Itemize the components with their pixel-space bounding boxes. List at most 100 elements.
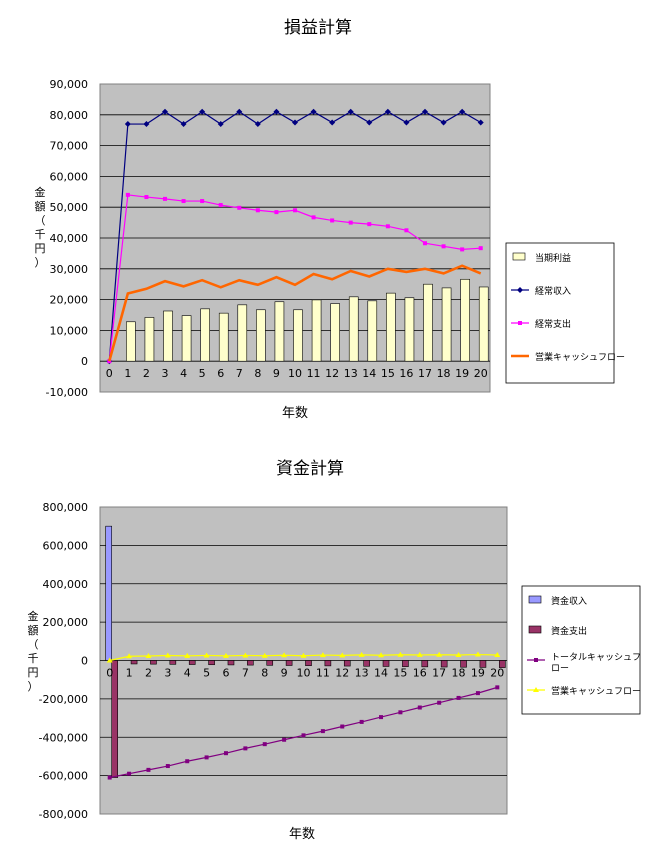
bar-当期利益-6	[218, 312, 229, 362]
point-経常支出-15	[385, 224, 390, 229]
legend-swatch	[528, 595, 542, 604]
x-tick-label: 0	[106, 667, 113, 680]
bar-資金支出-5	[208, 660, 215, 666]
bar-資金支出-15	[402, 660, 409, 667]
bar-資金支出-1	[130, 660, 138, 665]
bar-資金支出-13	[363, 660, 370, 667]
point-営業キャッシュフロー-6	[222, 652, 229, 658]
bar-当期利益-3	[163, 310, 173, 362]
bar-当期利益-16	[404, 297, 415, 362]
point-トータルキャッシュフロー-9	[282, 737, 287, 742]
x-tick-label: 4	[184, 667, 191, 680]
point-トータルキャッシュフロー-8	[262, 742, 267, 747]
x-tick-label: 5	[203, 667, 210, 680]
point-経常収入-11	[310, 108, 317, 115]
bar-当期利益-18	[441, 287, 452, 362]
point-営業キャッシュフロー-13	[358, 651, 365, 657]
x-tick-label: 2	[145, 667, 152, 680]
bar-資金支出-11	[324, 660, 332, 667]
point-経常収入-13	[347, 108, 354, 115]
x-tick-label: 0	[106, 367, 113, 380]
bar-当期利益-9	[274, 301, 285, 362]
x-tick-label: 11	[307, 367, 321, 380]
bar-資金支出-9	[285, 660, 293, 666]
point-経常収入-10	[292, 119, 298, 126]
point-トータルキャッシュフロー-12	[340, 724, 345, 729]
y-tick-label: 40,000	[50, 232, 89, 245]
point-経常収入-2	[143, 121, 150, 128]
bar-資金支出-10	[305, 660, 312, 666]
point-トータルキャッシュフロー-11	[320, 729, 325, 734]
point-経常収入-9	[273, 108, 280, 115]
point-経常収入-8	[254, 121, 261, 128]
y-tick-label: 70,000	[50, 140, 89, 153]
point-営業キャッシュフロー-9	[281, 652, 288, 658]
x-tick-label: 9	[273, 367, 280, 380]
y-axis-label-char: 千	[28, 652, 39, 665]
bar-当期利益-20	[478, 286, 489, 362]
point-経常支出-7	[237, 205, 242, 210]
point-経常支出-4	[181, 199, 186, 204]
x-axis: 0 1 2 3 4 5 6 7 8 9 10 11 12 13 14 15 16 17 18 19 20	[106, 367, 488, 380]
point-経常収入-15	[384, 108, 391, 115]
legend-label: 当期利益	[535, 252, 571, 264]
point-経常収入-4	[180, 121, 187, 128]
point-トータルキャッシュフロー-10	[301, 733, 306, 738]
x-tick-label: 6	[222, 667, 229, 680]
y-axis-label-char: 円	[28, 666, 39, 679]
y-tick-label: -400,000	[39, 731, 88, 744]
point-トータルキャッシュフロー-7	[243, 746, 248, 751]
x-tick-label: 19	[455, 367, 469, 380]
point-経常収入-12	[329, 119, 336, 126]
y-axis-label-char: 額	[35, 200, 46, 213]
bar-当期利益-10	[293, 309, 303, 362]
legend-label: 資金支出	[551, 625, 587, 637]
point-営業キャッシュフロー-4	[184, 652, 191, 658]
y-tick-label: 600,000	[43, 539, 89, 552]
y-axis: -10,000 0 10,000 20,000 30,000 40,000 50,000 60…	[46, 78, 88, 399]
x-tick-label: 20	[490, 667, 504, 680]
y-tick-label: -10,000	[46, 386, 88, 399]
x-axis-label: 年数	[289, 827, 315, 842]
x-tick-label: 12	[325, 367, 339, 380]
y-tick-label: -200,000	[39, 693, 88, 706]
legend-marker	[533, 687, 539, 692]
legend-marker	[517, 287, 523, 293]
point-営業キャッシュフロー-10	[300, 652, 307, 658]
bar-資金収入-0	[105, 525, 112, 661]
point-経常支出-17	[423, 241, 427, 246]
point-経常支出-18	[441, 244, 446, 249]
point-経常支出-16	[404, 228, 409, 233]
y-axis-label-char: 千	[35, 228, 46, 241]
x-tick-label: 17	[432, 667, 446, 680]
chart-title: 損益計算	[284, 18, 352, 38]
legend-swatch	[528, 625, 542, 634]
point-経常支出-6	[218, 203, 223, 208]
point-営業キャッシュフロー-15	[397, 651, 404, 657]
y-axis-label: 金額（千円）	[28, 609, 39, 693]
x-tick-label: 8	[261, 667, 268, 680]
bar-当期利益-1	[126, 321, 136, 362]
gridlines	[100, 544, 507, 777]
x-tick-label: 7	[236, 367, 243, 380]
bar-当期利益-7	[237, 304, 248, 362]
point-経常支出-13	[348, 220, 353, 225]
point-営業キャッシュフロー-12	[339, 652, 346, 658]
point-営業キャッシュフロー-5	[203, 652, 210, 658]
y-axis-label-char: 円	[35, 242, 46, 255]
point-経常支出-11	[311, 215, 316, 220]
y-tick-label: 800,000	[43, 501, 89, 514]
bar-資金支出-16	[421, 660, 429, 668]
bar-資金支出-0	[111, 660, 118, 778]
point-トータルキャッシュフロー-16	[417, 705, 422, 710]
point-トータルキャッシュフロー-19	[475, 691, 480, 696]
point-トータルキャッシュフロー-2	[146, 767, 151, 772]
x-tick-label: 13	[355, 667, 369, 680]
y-tick-label: 0	[81, 655, 88, 668]
point-経常支出-9	[274, 210, 279, 215]
x-tick-label: 18	[437, 367, 451, 380]
bar-資金支出-14	[382, 660, 390, 667]
point-営業キャッシュフロー-1	[126, 653, 133, 659]
